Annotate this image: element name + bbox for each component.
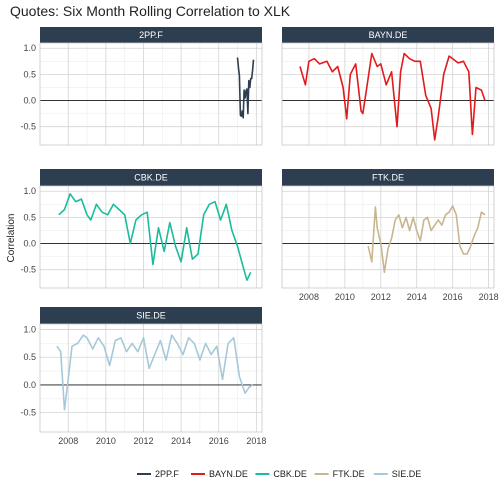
series-line-bayn-de — [299, 52, 486, 141]
y-tick-label: 1.0 — [23, 325, 36, 335]
y-tick-label: 0.5 — [23, 352, 36, 362]
x-tick-label: 2010 — [96, 436, 116, 446]
legend-label: CBK.DE — [273, 469, 307, 479]
facet-strip-label: BAYN.DE — [369, 30, 408, 40]
y-tick-label: 0.0 — [23, 380, 36, 390]
facet-ftk-de: FTK.DE 2008 2010 2012 2014 2016 2018 — [281, 169, 499, 302]
y-tick-label: 0.0 — [23, 96, 36, 106]
facet-strip — [40, 307, 262, 324]
facet-strip — [40, 27, 262, 43]
facet-strip-label: CBK.DE — [134, 173, 168, 183]
y-tick-label: 0.5 — [23, 212, 36, 222]
legend: 2PP.F BAYN.DE CBK.DE FTK.DE SIE.DE — [137, 469, 421, 479]
y-tick-label: -0.5 — [20, 122, 36, 132]
facet-strip — [40, 169, 262, 186]
facet-strip — [282, 27, 494, 43]
y-tick-label: -0.5 — [20, 265, 36, 275]
facet-panels: 2PP.F 1.0 0.5 0.0 -0.5 BAYN.DE CBK.DE 1.0 0.5 0.0… — [20, 27, 499, 446]
panel-border — [39, 185, 263, 289]
legend-item: CBK.DE — [255, 469, 307, 479]
x-tick-label: 2008 — [299, 292, 319, 302]
facet-strip-label: SIE.DE — [136, 311, 166, 321]
legend-item: FTK.DE — [314, 469, 365, 479]
x-tick-label: 2018 — [479, 292, 499, 302]
legend-label: FTK.DE — [333, 469, 365, 479]
x-tick-label: 2014 — [407, 292, 427, 302]
facet-bayn-de: BAYN.DE — [281, 27, 495, 146]
series-line-cbk-de — [58, 193, 252, 281]
panel-border — [39, 42, 263, 146]
x-tick-label: 2018 — [246, 436, 266, 446]
facet-strip-label: FTK.DE — [372, 173, 404, 183]
legend-item: 2PP.F — [137, 469, 179, 479]
x-tick-label: 2016 — [209, 436, 229, 446]
legend-label: BAYN.DE — [209, 469, 248, 479]
series-line-2pp-f — [236, 57, 255, 119]
facet-strip — [282, 169, 494, 186]
chart-title: Quotes: Six Month Rolling Correlation to… — [10, 3, 291, 19]
x-tick-label: 2008 — [58, 436, 78, 446]
legend-item: BAYN.DE — [191, 469, 248, 479]
x-tick-label: 2016 — [443, 292, 463, 302]
legend-item: SIE.DE — [373, 469, 422, 479]
panel-border — [281, 185, 495, 289]
series-line-sie-de — [56, 334, 254, 411]
x-tick-label: 2010 — [335, 292, 355, 302]
y-tick-label: 1.0 — [23, 186, 36, 196]
panel-border — [281, 42, 495, 146]
x-tick-label: 2012 — [133, 436, 153, 446]
facet-cbk-de: CBK.DE 1.0 0.5 0.0 -0.5 — [20, 169, 263, 289]
facet-sie-de: SIE.DE 1.0 0.5 0.0 -0.5 2008 2010 2012 2014 2016 2… — [20, 307, 266, 446]
x-tick-label: 2012 — [371, 292, 391, 302]
legend-label: 2PP.F — [155, 469, 179, 479]
y-tick-label: 1.0 — [23, 43, 36, 53]
y-tick-label: 0.5 — [23, 69, 36, 79]
y-axis-label: Correlation — [6, 214, 17, 263]
x-tick-label: 2014 — [171, 436, 191, 446]
series-line-ftk-de — [367, 205, 486, 274]
y-tick-label: -0.5 — [20, 408, 36, 418]
panel-border — [39, 323, 263, 433]
legend-label: SIE.DE — [392, 469, 422, 479]
y-tick-label: 0.0 — [23, 239, 36, 249]
facet-2pp-f: 2PP.F 1.0 0.5 0.0 -0.5 — [20, 27, 263, 146]
facet-strip-label: 2PP.F — [139, 30, 163, 40]
